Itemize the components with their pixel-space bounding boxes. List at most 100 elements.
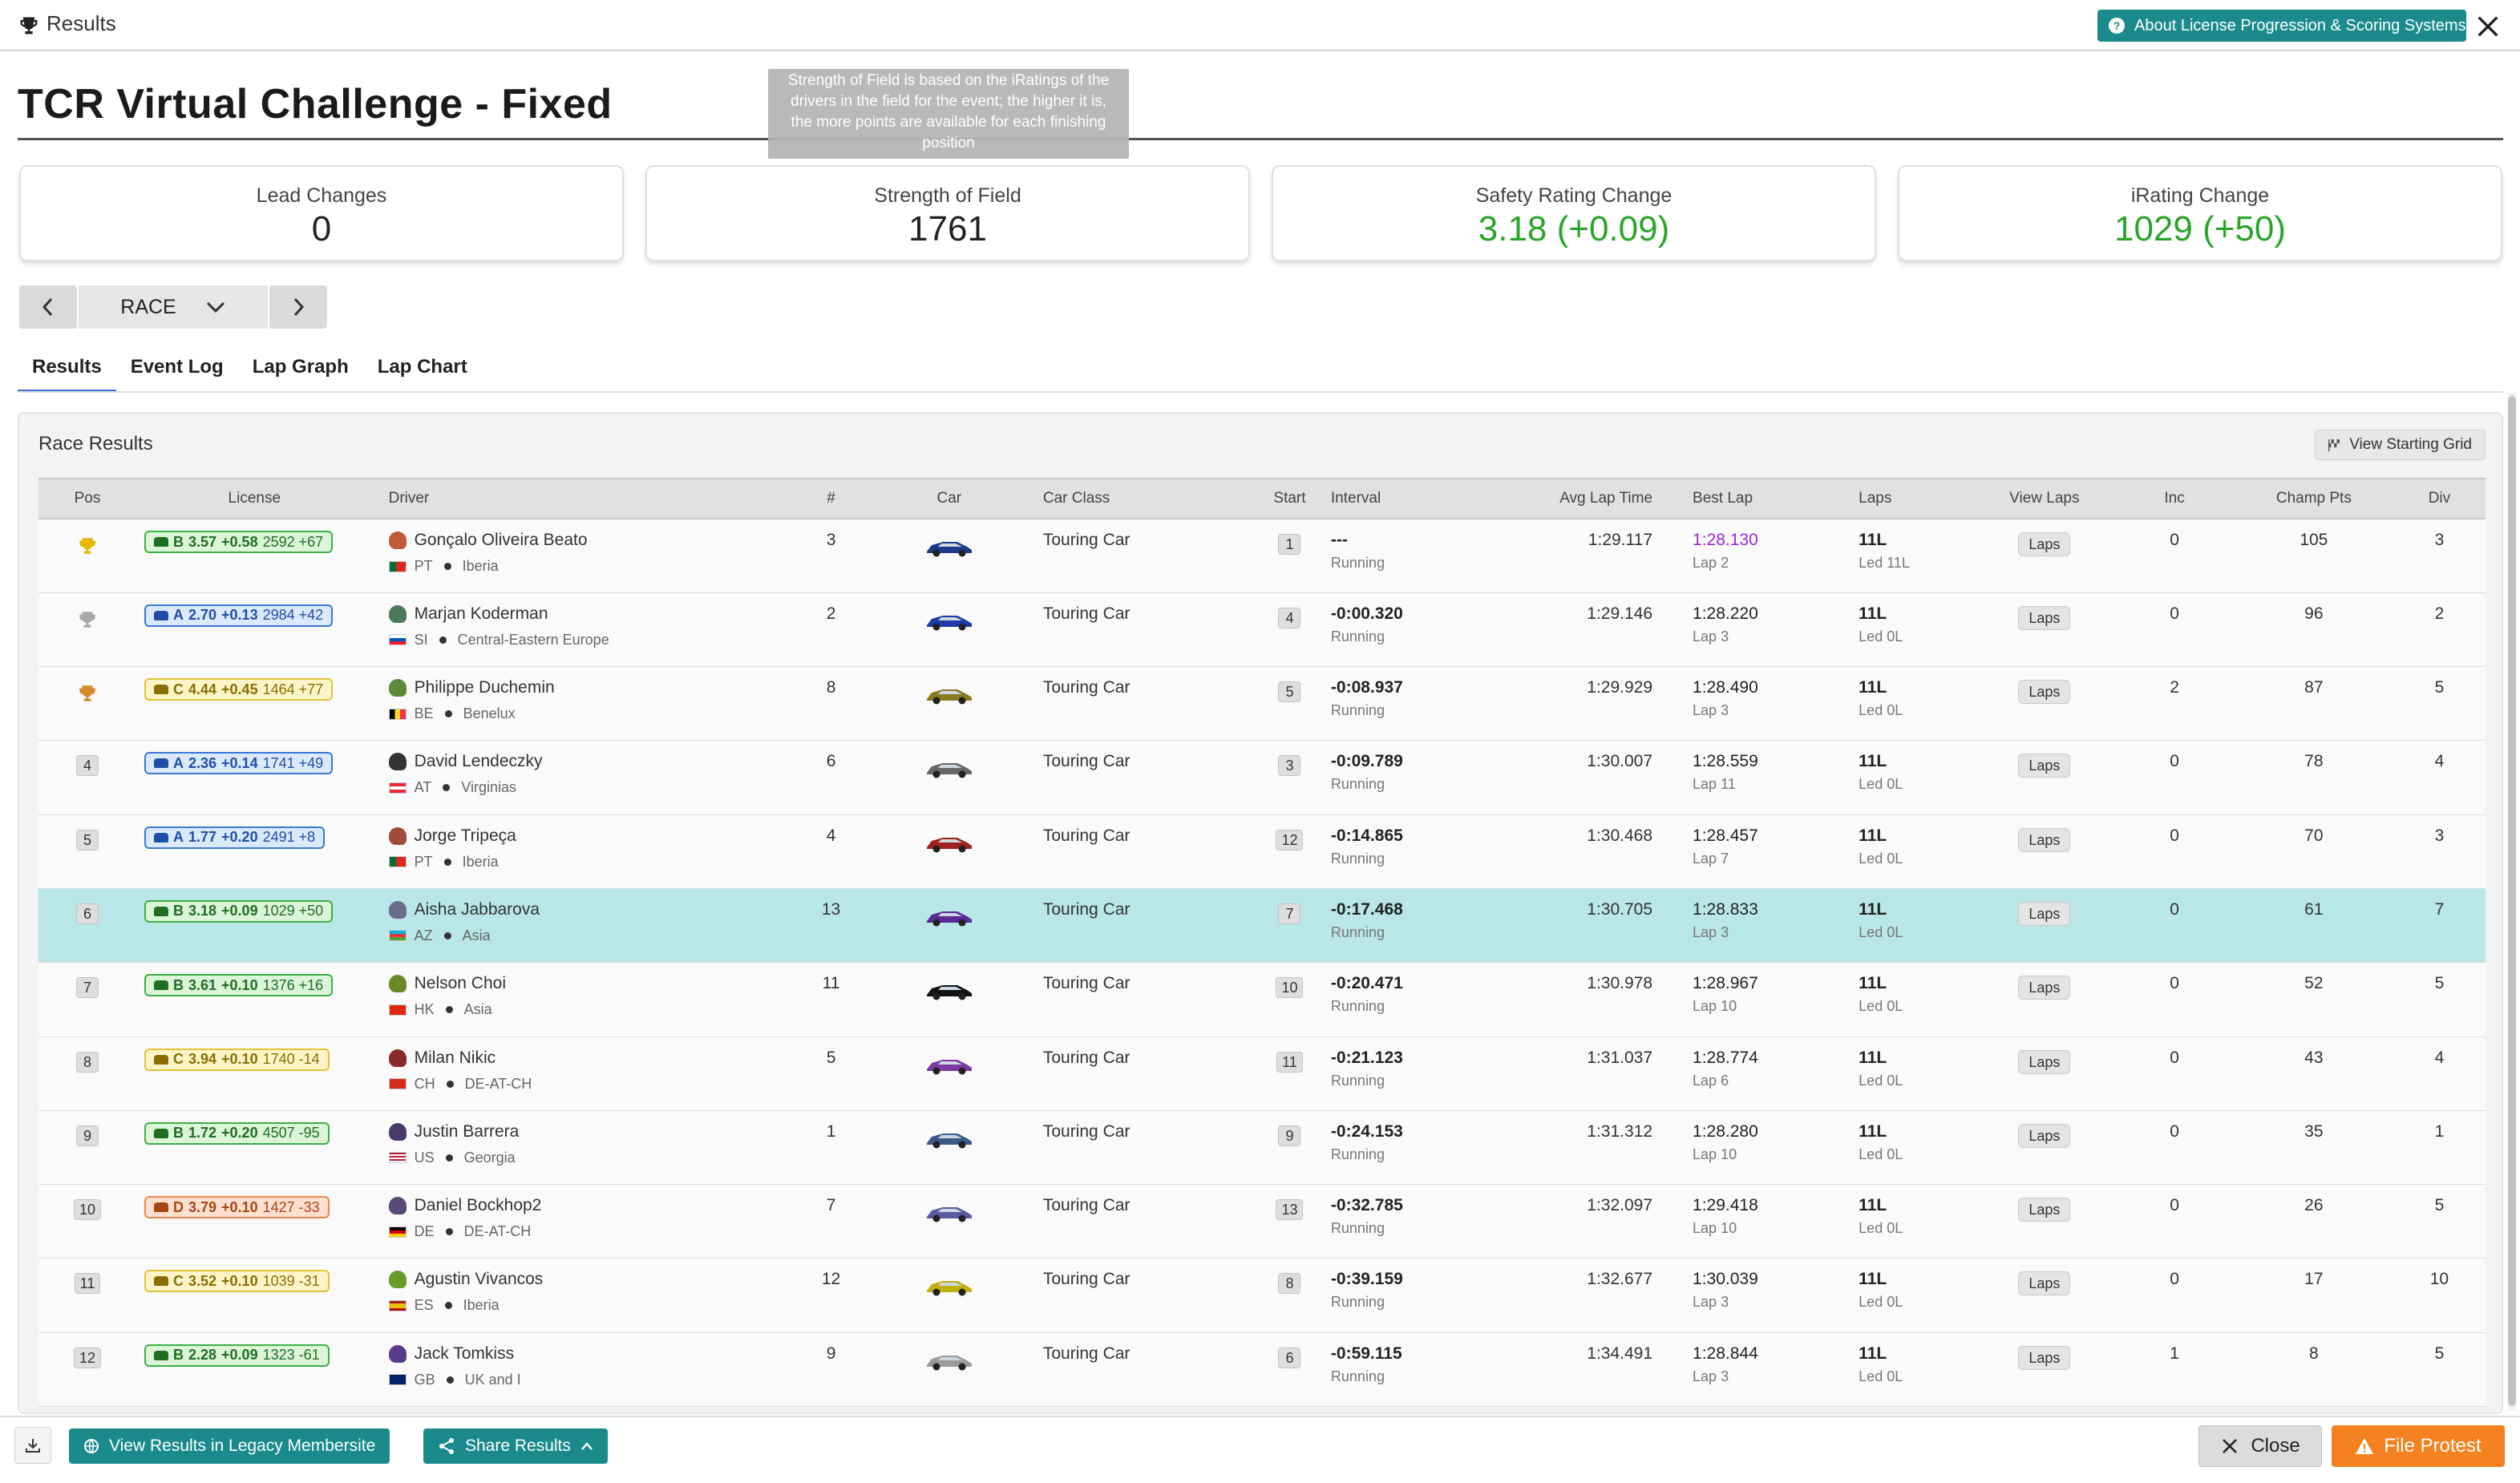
cell-interval: -0:08.937 Running (1323, 667, 1504, 741)
driver-name[interactable]: Nelson Choi (414, 974, 506, 993)
table-row[interactable]: C 4.44 +0.45 1464 +77 Philippe Duchemin BE B… (38, 666, 2486, 741)
driver-name[interactable]: Milan Nikic (414, 1048, 496, 1067)
file-protest-button[interactable]: File Protest (2332, 1425, 2505, 1467)
tab-results[interactable]: Results (18, 353, 116, 393)
view-laps-button[interactable]: Laps (2018, 1049, 2071, 1074)
table-row[interactable]: 9 B 1.72 +0.20 4507 -95 Justin Barrera US Ge… (38, 1110, 2486, 1185)
next-session-button[interactable] (269, 285, 327, 329)
table-row[interactable]: 4 A 2.36 +0.14 1741 +49 David Lendeczky AT V… (38, 740, 2486, 815)
col-number[interactable]: # (799, 478, 864, 519)
cell-car-class: Touring Car (1042, 1196, 1131, 1215)
best-lap-number: Lap 10 (1693, 1146, 1737, 1162)
close-icon[interactable] (2474, 13, 2502, 40)
driver-name[interactable]: Agustin Vivancos (414, 1270, 544, 1289)
cell-division: 5 (2434, 1196, 2445, 1215)
cell-avg-lap: 1:29.929 (1587, 678, 1653, 697)
view-laps-button[interactable]: Laps (2018, 754, 2071, 778)
tab-event-log[interactable]: Event Log (130, 356, 224, 378)
status-text: Running (1330, 776, 1385, 793)
stat-card-strength-of-field[interactable]: Strength of Field 1761 (645, 165, 1250, 261)
view-laps-button[interactable]: Laps (2018, 680, 2071, 705)
session-dropdown[interactable]: RACE (79, 285, 268, 329)
driver-name[interactable]: Aisha Jabbarova (414, 899, 540, 919)
car-icon (153, 1128, 168, 1138)
driver-name[interactable]: Jorge Tripeça (414, 826, 516, 845)
table-row[interactable]: B 3.57 +0.58 2592 +67 Gonçalo Oliveira Beat… (38, 519, 2486, 593)
view-laps-button[interactable]: Laps (2018, 532, 2071, 556)
col-avg-lap[interactable]: Avg Lap Time (1503, 478, 1685, 519)
download-button[interactable] (14, 1427, 51, 1464)
stat-card-lead-changes: Lead Changes 0 (19, 165, 624, 261)
license-badge: D 3.79 +0.10 1427 -33 (144, 1196, 330, 1219)
helmet-icon (388, 1122, 407, 1141)
cell-best-lap: 1:28.774 Lap 6 (1685, 1036, 1851, 1110)
view-laps-button[interactable]: Laps (2018, 827, 2071, 852)
driver-name[interactable]: Daniel Bockhop2 (414, 1196, 542, 1215)
col-laps[interactable]: Laps (1851, 478, 1975, 519)
tab-lap-chart[interactable]: Lap Chart (377, 356, 467, 378)
driver-name[interactable]: Jack Tomkiss (414, 1344, 515, 1363)
tab-lap-graph[interactable]: Lap Graph (252, 356, 349, 378)
table-row[interactable]: A 2.70 +0.13 2984 +42 Marjan Koderman SI Cen… (38, 592, 2486, 667)
license-sr-delta: +0.58 (221, 533, 258, 550)
club-name: Virginias (461, 779, 516, 796)
driver-name[interactable]: David Lendeczky (414, 752, 543, 771)
table-row[interactable]: 8 C 3.94 +0.10 1740 -14 Milan Nikic CH DE-AT… (38, 1036, 2486, 1111)
license-irating: 1039 -31 (262, 1272, 320, 1289)
cell-license: A 2.70 +0.13 2984 +42 (136, 592, 373, 666)
status-text: Running (1330, 628, 1385, 645)
view-laps-button[interactable]: Laps (2018, 976, 2071, 1000)
club-dot-icon (444, 710, 452, 718)
cell-interval: -0:24.153 Running (1323, 1110, 1504, 1184)
table-row[interactable]: 6 B 3.18 +0.09 1029 +50 Aisha Jabbarova AZ A… (38, 888, 2486, 963)
driver-name[interactable]: Marjan Koderman (414, 604, 548, 623)
col-license[interactable]: License (136, 478, 373, 519)
cell-view-laps: Laps (1974, 1110, 2114, 1184)
col-div[interactable]: Div (2393, 478, 2486, 519)
club-name: Central-Eastern Europe (457, 631, 609, 648)
col-pos[interactable]: Pos (38, 478, 136, 519)
helmet-icon (388, 1271, 407, 1289)
table-row[interactable]: 12 B 2.28 +0.09 1323 -61 Jack Tomkiss GB UK … (38, 1332, 2486, 1407)
col-best-lap[interactable]: Best Lap (1685, 478, 1851, 519)
cell-laps: 11L Led 0L (1851, 963, 1974, 1036)
view-laps-button[interactable]: Laps (2018, 1271, 2071, 1296)
start-badge: 1 (1278, 534, 1301, 555)
col-interval[interactable]: Interval (1322, 478, 1504, 519)
scrollbar-thumb[interactable] (2508, 396, 2516, 1406)
flag-icon (388, 634, 407, 646)
about-license-button[interactable]: ? About License Progression & Scoring Sy… (2097, 10, 2466, 42)
cell-driver: Nelson Choi HK Asia (373, 963, 799, 1036)
view-laps-button[interactable]: Laps (2018, 1123, 2071, 1148)
table-row[interactable]: 11 C 3.52 +0.10 1039 -31 Agustin Vivancos E… (38, 1258, 2486, 1333)
driver-name[interactable]: Gonçalo Oliveira Beato (414, 531, 588, 549)
view-laps-button[interactable]: Laps (2018, 1345, 2071, 1370)
cell-number: 1 (826, 1121, 836, 1141)
share-results-button[interactable]: Share Results (423, 1428, 608, 1464)
driver-name[interactable]: Philippe Duchemin (414, 678, 555, 697)
status-text: Running (1330, 1220, 1385, 1237)
view-starting-grid-button[interactable]: View Starting Grid (2315, 430, 2486, 460)
col-start[interactable]: Start (1256, 478, 1323, 519)
view-laps-button[interactable]: Laps (2018, 1198, 2071, 1222)
table-row[interactable]: 7 B 3.61 +0.10 1376 +16 Nelson Choi HK Asia … (38, 962, 2486, 1037)
table-row[interactable]: 10 D 3.79 +0.10 1427 -33 Daniel Bockhop2 DE… (38, 1184, 2486, 1259)
cell-incidents: 0 (2170, 899, 2179, 919)
view-laps-button[interactable]: Laps (2018, 901, 2071, 926)
col-car-class[interactable]: Car Class (1034, 478, 1257, 519)
col-champ-pts[interactable]: Champ Pts (2234, 478, 2393, 519)
view-legacy-button[interactable]: View Results in Legacy Membersite (69, 1428, 390, 1464)
cell-best-lap: 1:28.490 Lap 3 (1685, 667, 1851, 741)
driver-name[interactable]: Justin Barrera (414, 1121, 520, 1141)
table-row[interactable]: 5 A 1.77 +0.20 2491 +8 Jorge Tripeça PT Iber… (38, 814, 2486, 889)
prev-session-button[interactable] (19, 285, 77, 329)
col-inc[interactable]: Inc (2114, 478, 2235, 519)
close-button[interactable]: Close (2198, 1425, 2322, 1467)
view-laps-button[interactable]: Laps (2018, 605, 2071, 630)
club-name: Asia (463, 1001, 492, 1018)
country-code: US (414, 1149, 435, 1166)
cell-division: 3 (2434, 826, 2445, 845)
col-car[interactable]: Car (863, 478, 1035, 519)
col-driver[interactable]: Driver (372, 478, 799, 519)
cell-interval: -0:09.789 Running (1323, 741, 1504, 814)
